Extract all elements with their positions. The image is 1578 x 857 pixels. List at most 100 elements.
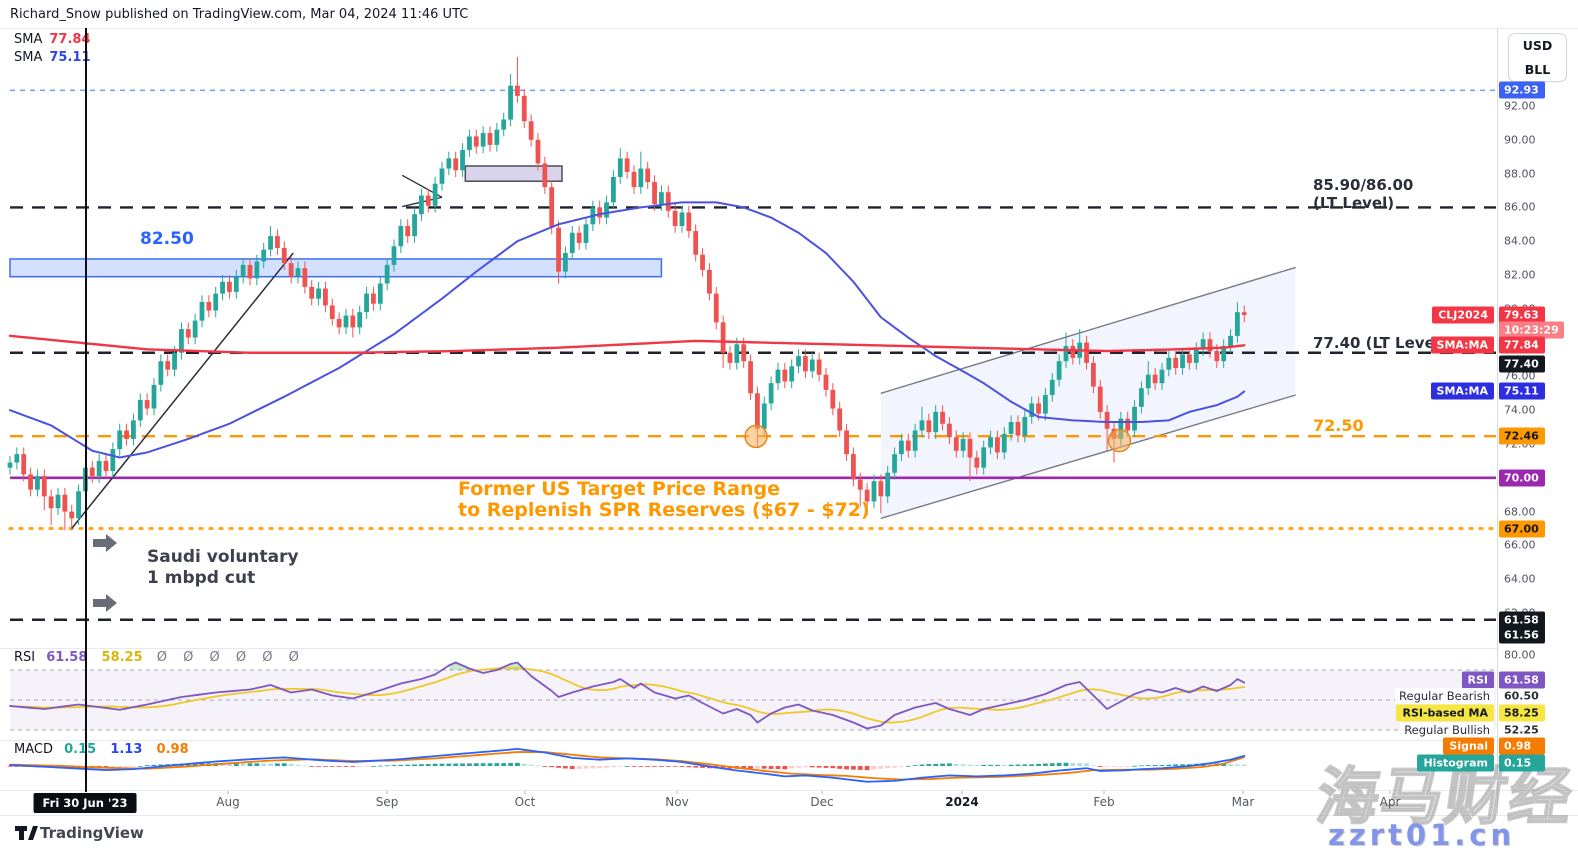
rsi-tag-rsi-based-ma: RSI-based MA [1396,704,1494,722]
rsi-ma-line[interactable] [9,667,1246,724]
price-tag-clj2024: CLJ2024 [1432,306,1494,324]
price-value-72.46: 72.46 [1499,427,1545,445]
price-axis-tick-74.00: 74.00 [1504,403,1536,417]
macd-legend[interactable]: MACD 0.15 1.13 0.98 [14,742,189,757]
band-82-50[interactable] [9,258,663,278]
time-axis-label-Oct: Oct [514,795,536,809]
price-tag-sma-ma: SMA:MA [1430,382,1494,400]
rising-channel-top-line[interactable] [880,266,1296,394]
sma-fast-value: 77.84 [49,32,91,47]
price-value-75.11: 75.11 [1499,382,1545,400]
watermark-url: zzrt01.cn [1328,818,1516,852]
macd-label: MACD [14,742,53,757]
header-divider [0,28,1578,29]
rsi-value-52.25: 52.25 [1504,723,1539,737]
rsi-axis-tick-80.00: 80.00 [1504,648,1536,662]
price-axis-tick-86.00: 86.00 [1504,200,1536,214]
price-axis-tick-76.00: 76.00 [1504,369,1536,383]
candlestick-series [7,56,1247,531]
macd-hist-value: 0.15 [64,742,97,757]
event-circle-0[interactable] [744,424,768,449]
sma-fast-line[interactable] [8,334,1246,354]
price-value-92.93: 92.93 [1499,81,1545,99]
rsi-tag-regular-bullish: Regular Bullish [1400,722,1494,738]
price-axis-tick-82.00: 82.00 [1504,268,1536,282]
annotation-82-50[interactable]: 82.50 [140,229,194,249]
price-value-61.56: 61.56 [1499,626,1545,644]
currency-unit-toggle[interactable]: USD BLL [1508,33,1567,82]
time-axis-label-Dec: Dec [810,795,834,809]
price-axis-tick-68.00: 68.00 [1504,505,1536,519]
sma-slow-legend[interactable]: SMA 75.11 [14,50,91,65]
rsi-band-fill [10,670,1496,730]
time-axis-label-Sep: Sep [375,795,399,809]
macd-line-value: 1.13 [110,742,143,757]
rsi-ma-value: 58.25 [101,650,143,665]
rising-channel-fill [880,267,1296,519]
tradingview-logo-icon[interactable] [14,823,38,843]
time-axis-label-Apr: Apr [1379,795,1401,809]
price-axis-tick-92.00: 92.00 [1504,99,1536,113]
price-value-79.63: 79.63 [1499,306,1545,324]
macd-value-0.98: 0.98 [1499,737,1545,755]
right-arrow-icon-1 [93,594,117,612]
rsi-tag-regular-bearish: Regular Bearish [1395,688,1494,704]
price-value-67.00: 67.00 [1499,520,1545,537]
time-axis-label-Mar: Mar [1231,795,1255,809]
price-value-70.00: 70.00 [1499,469,1545,487]
supply-box[interactable] [464,165,563,182]
time-axis-label-Aug: Aug [216,795,240,809]
rsi-label: RSI [14,650,36,665]
unit-toggle-bll[interactable]: BLL [1524,61,1551,77]
macd-panel-divider [0,740,1497,741]
macd-tag-histogram: Histogram [1417,754,1494,772]
rsi-tag-rsi: RSI [1461,671,1494,689]
event-circle-1[interactable] [1107,428,1132,453]
time-axis-label-Feb: Feb [1093,795,1115,809]
annotation-saudi-cut-note[interactable]: Saudi voluntary 1 mbpd cut [147,547,299,588]
rsi-value: 61.58 [46,650,88,665]
macd-value-0.15: 0.15 [1499,754,1545,772]
uptrend-trendline[interactable] [71,252,294,529]
rsi-line[interactable] [9,661,1246,730]
sma-slow-label: SMA [14,50,43,65]
price-tag-sma-ma: SMA:MA [1430,336,1494,354]
annotation-77-40-lt-level[interactable]: 77.40 (LT Level) [1313,334,1447,352]
sma-fast-legend[interactable]: SMA 77.84 [14,32,91,47]
price-value-77.84: 77.84 [1499,336,1545,354]
sma-fast-label: SMA [14,32,43,47]
rising-channel-bottom-line[interactable] [880,394,1296,520]
annotation-72-50[interactable]: 72.50 [1313,416,1364,435]
macd-tag-signal: Signal [1443,737,1494,755]
rsi-panel-divider [0,648,1497,649]
rsi-value-58.25: 58.25 [1499,704,1545,722]
price-value-77.40: 77.40 [1499,355,1545,373]
right-arrow-icon-0 [93,534,117,552]
macd-line[interactable] [9,748,1246,783]
price-axis-tick-88.00: 88.00 [1504,167,1536,181]
price-axis-tick-66.00: 66.00 [1504,538,1536,552]
time-axis-label-2024: 2024 [945,795,979,809]
annotation-spr-range-note[interactable]: Former US Target Price Range to Replenis… [458,478,870,521]
rsi-legend[interactable]: RSI 61.58 58.25 Ø Ø Ø Ø Ø Ø [14,650,305,665]
crosshair-vertical-line [85,28,87,792]
footer-divider [0,815,1578,816]
tradingview-brand-text[interactable]: TradingView [40,824,144,842]
currency-toggle-usd[interactable]: USD [1522,38,1553,54]
price-value-61.58: 61.58 [1499,611,1545,629]
crosshair-date-chip: Fri 30 Jun '23 [33,793,137,813]
annotation-85-90-86-00-lt-level[interactable]: 85.90/86.00 (LT Level) [1313,176,1414,212]
macd-signal-value: 0.98 [156,742,189,757]
rsi-muted-params: Ø Ø Ø Ø Ø Ø [156,650,305,665]
price-countdown: 10:23:29 [1499,321,1564,339]
price-axis-tick-64.00: 64.00 [1504,572,1536,586]
sma-slow-value: 75.11 [49,50,91,65]
rsi-overbought-fill [448,662,470,670]
price-axis-tick-90.00: 90.00 [1504,133,1536,147]
price-axis-tick-84.00: 84.00 [1504,234,1536,248]
time-axis-divider [0,790,1578,791]
sma-slow-line[interactable] [9,201,1246,459]
rsi-value-60.50: 60.50 [1504,689,1539,703]
